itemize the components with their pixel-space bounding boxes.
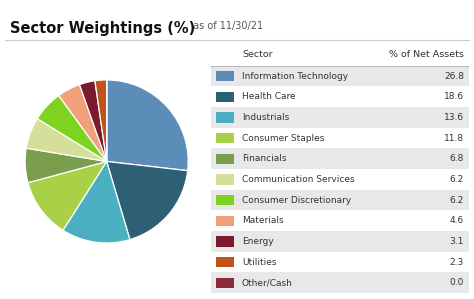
Text: Energy: Energy xyxy=(242,237,273,246)
Text: 18.6: 18.6 xyxy=(444,92,464,101)
Wedge shape xyxy=(28,161,107,230)
Text: 4.6: 4.6 xyxy=(450,216,464,225)
Text: Health Care: Health Care xyxy=(242,92,296,101)
Wedge shape xyxy=(95,80,107,161)
Wedge shape xyxy=(107,161,188,239)
Bar xyxy=(211,190,469,210)
Text: Communication Services: Communication Services xyxy=(242,175,355,184)
Text: 26.8: 26.8 xyxy=(444,72,464,81)
Bar xyxy=(211,231,469,252)
Bar xyxy=(216,154,234,164)
Wedge shape xyxy=(37,95,107,161)
Bar xyxy=(211,128,469,148)
Text: Utilities: Utilities xyxy=(242,257,276,266)
Bar xyxy=(216,277,234,288)
Text: Sector: Sector xyxy=(242,50,273,59)
Text: 0.0: 0.0 xyxy=(450,278,464,287)
Bar xyxy=(216,216,234,226)
Text: Sector Weightings (%): Sector Weightings (%) xyxy=(10,21,196,36)
Wedge shape xyxy=(26,119,107,161)
Bar xyxy=(211,252,469,272)
Wedge shape xyxy=(63,161,130,243)
Bar xyxy=(211,66,469,86)
Text: Information Technology: Information Technology xyxy=(242,72,348,81)
Text: Consumer Staples: Consumer Staples xyxy=(242,134,324,143)
Text: Materials: Materials xyxy=(242,216,283,225)
Bar xyxy=(211,272,469,293)
Text: 6.2: 6.2 xyxy=(450,196,464,205)
Text: 2.3: 2.3 xyxy=(450,257,464,266)
Bar xyxy=(216,174,234,184)
Bar xyxy=(211,107,469,128)
Bar xyxy=(211,210,469,231)
Text: Other/Cash: Other/Cash xyxy=(242,278,293,287)
Bar xyxy=(211,86,469,107)
Text: 6.2: 6.2 xyxy=(450,175,464,184)
Bar xyxy=(211,169,469,190)
Bar xyxy=(216,112,234,123)
Text: 11.8: 11.8 xyxy=(444,134,464,143)
Bar xyxy=(216,71,234,81)
Text: 3.1: 3.1 xyxy=(450,237,464,246)
Bar xyxy=(216,133,234,143)
Bar xyxy=(211,148,469,169)
Wedge shape xyxy=(107,80,188,171)
Bar xyxy=(216,91,234,102)
Wedge shape xyxy=(25,148,107,183)
Bar xyxy=(216,236,234,247)
Text: Consumer Discretionary: Consumer Discretionary xyxy=(242,196,351,205)
Text: Industrials: Industrials xyxy=(242,113,289,122)
Text: as of 11/30/21: as of 11/30/21 xyxy=(190,21,263,31)
Bar xyxy=(216,195,234,205)
Wedge shape xyxy=(80,81,107,161)
Wedge shape xyxy=(59,85,107,161)
Text: % of Net Assets: % of Net Assets xyxy=(389,50,464,59)
Text: 13.6: 13.6 xyxy=(444,113,464,122)
Text: Financials: Financials xyxy=(242,154,286,163)
Bar xyxy=(216,257,234,267)
Text: 6.8: 6.8 xyxy=(450,154,464,163)
